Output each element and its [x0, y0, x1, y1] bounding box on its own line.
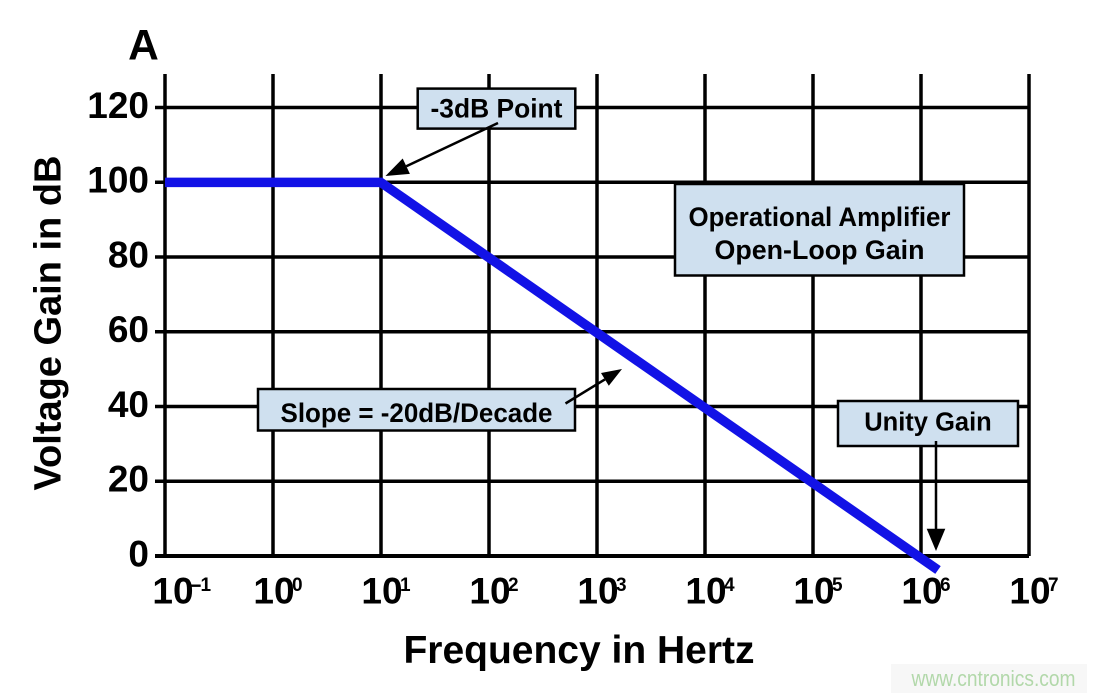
svg-text:7: 7: [1048, 575, 1059, 596]
svg-text:Open-Loop Gain: Open-Loop Gain: [715, 235, 925, 265]
svg-text:10: 10: [793, 571, 834, 612]
svg-text:Frequency in Hertz: Frequency in Hertz: [403, 629, 754, 672]
svg-text:6: 6: [940, 575, 951, 596]
svg-text:100: 100: [87, 160, 149, 201]
svg-text:1: 1: [400, 575, 411, 596]
svg-text:10: 10: [253, 571, 294, 612]
svg-text:10: 10: [1009, 571, 1050, 612]
svg-text:Unity Gain: Unity Gain: [864, 408, 992, 436]
svg-text:5: 5: [832, 575, 843, 596]
svg-text:10: 10: [469, 571, 510, 612]
svg-text:-3dB Point: -3dB Point: [431, 94, 563, 124]
svg-text:4: 4: [724, 575, 735, 596]
svg-text:Operational Amplifier: Operational Amplifier: [689, 202, 951, 232]
svg-text:60: 60: [108, 309, 149, 350]
svg-text:120: 120: [87, 85, 149, 126]
svg-text:2: 2: [508, 575, 519, 596]
svg-text:10: 10: [685, 571, 726, 612]
svg-text:10: 10: [901, 571, 942, 612]
svg-text:20: 20: [108, 459, 149, 500]
svg-text:0: 0: [128, 533, 149, 574]
svg-text:40: 40: [108, 384, 149, 425]
svg-text:www.cntronics.com: www.cntronics.com: [911, 666, 1076, 691]
svg-text:1: 1: [201, 575, 212, 596]
svg-text:Slope = -20dB/Decade: Slope = -20dB/Decade: [281, 398, 553, 428]
svg-text:3: 3: [616, 575, 627, 596]
svg-text:10: 10: [361, 571, 402, 612]
svg-text:10: 10: [152, 571, 193, 612]
svg-text:80: 80: [108, 234, 149, 275]
svg-text:Voltage Gain in dB: Voltage Gain in dB: [28, 156, 70, 491]
svg-text:A: A: [128, 23, 159, 70]
svg-text:0: 0: [292, 575, 303, 596]
svg-text:10: 10: [577, 571, 618, 612]
